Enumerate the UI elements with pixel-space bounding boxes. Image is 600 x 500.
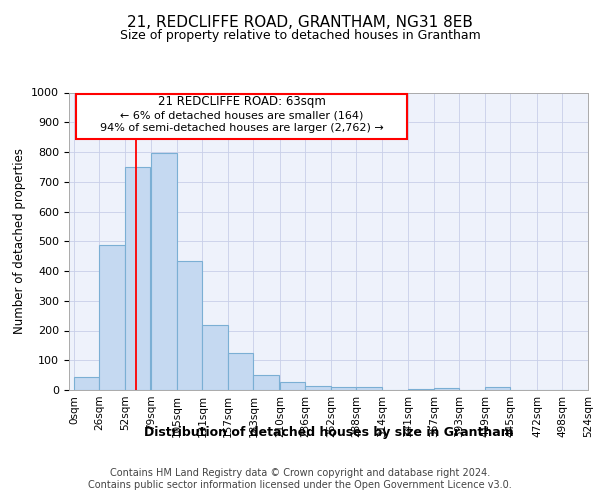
- Bar: [76, 94, 407, 138]
- Bar: [228, 353, 253, 390]
- Bar: [74, 377, 100, 390]
- Text: 94% of semi-detached houses are larger (2,762) →: 94% of semi-detached houses are larger (…: [100, 124, 383, 134]
- Bar: [177, 260, 202, 390]
- Bar: [100, 245, 125, 390]
- Bar: [305, 386, 331, 390]
- Bar: [253, 374, 279, 390]
- Text: 21 REDCLIFFE ROAD: 63sqm: 21 REDCLIFFE ROAD: 63sqm: [158, 95, 326, 108]
- Bar: [151, 154, 177, 390]
- Bar: [331, 387, 356, 390]
- Y-axis label: Number of detached properties: Number of detached properties: [13, 148, 26, 334]
- Bar: [280, 382, 305, 390]
- Bar: [125, 167, 151, 390]
- Bar: [434, 388, 460, 390]
- Text: Contains HM Land Registry data © Crown copyright and database right 2024.: Contains HM Land Registry data © Crown c…: [110, 468, 490, 477]
- Bar: [409, 388, 434, 390]
- Bar: [356, 387, 382, 390]
- Bar: [485, 387, 511, 390]
- Bar: [202, 324, 228, 390]
- Text: ← 6% of detached houses are smaller (164): ← 6% of detached houses are smaller (164…: [120, 110, 364, 120]
- Text: Distribution of detached houses by size in Grantham: Distribution of detached houses by size …: [144, 426, 514, 439]
- Text: Contains public sector information licensed under the Open Government Licence v3: Contains public sector information licen…: [88, 480, 512, 490]
- Text: 21, REDCLIFFE ROAD, GRANTHAM, NG31 8EB: 21, REDCLIFFE ROAD, GRANTHAM, NG31 8EB: [127, 15, 473, 30]
- Text: Size of property relative to detached houses in Grantham: Size of property relative to detached ho…: [119, 30, 481, 43]
